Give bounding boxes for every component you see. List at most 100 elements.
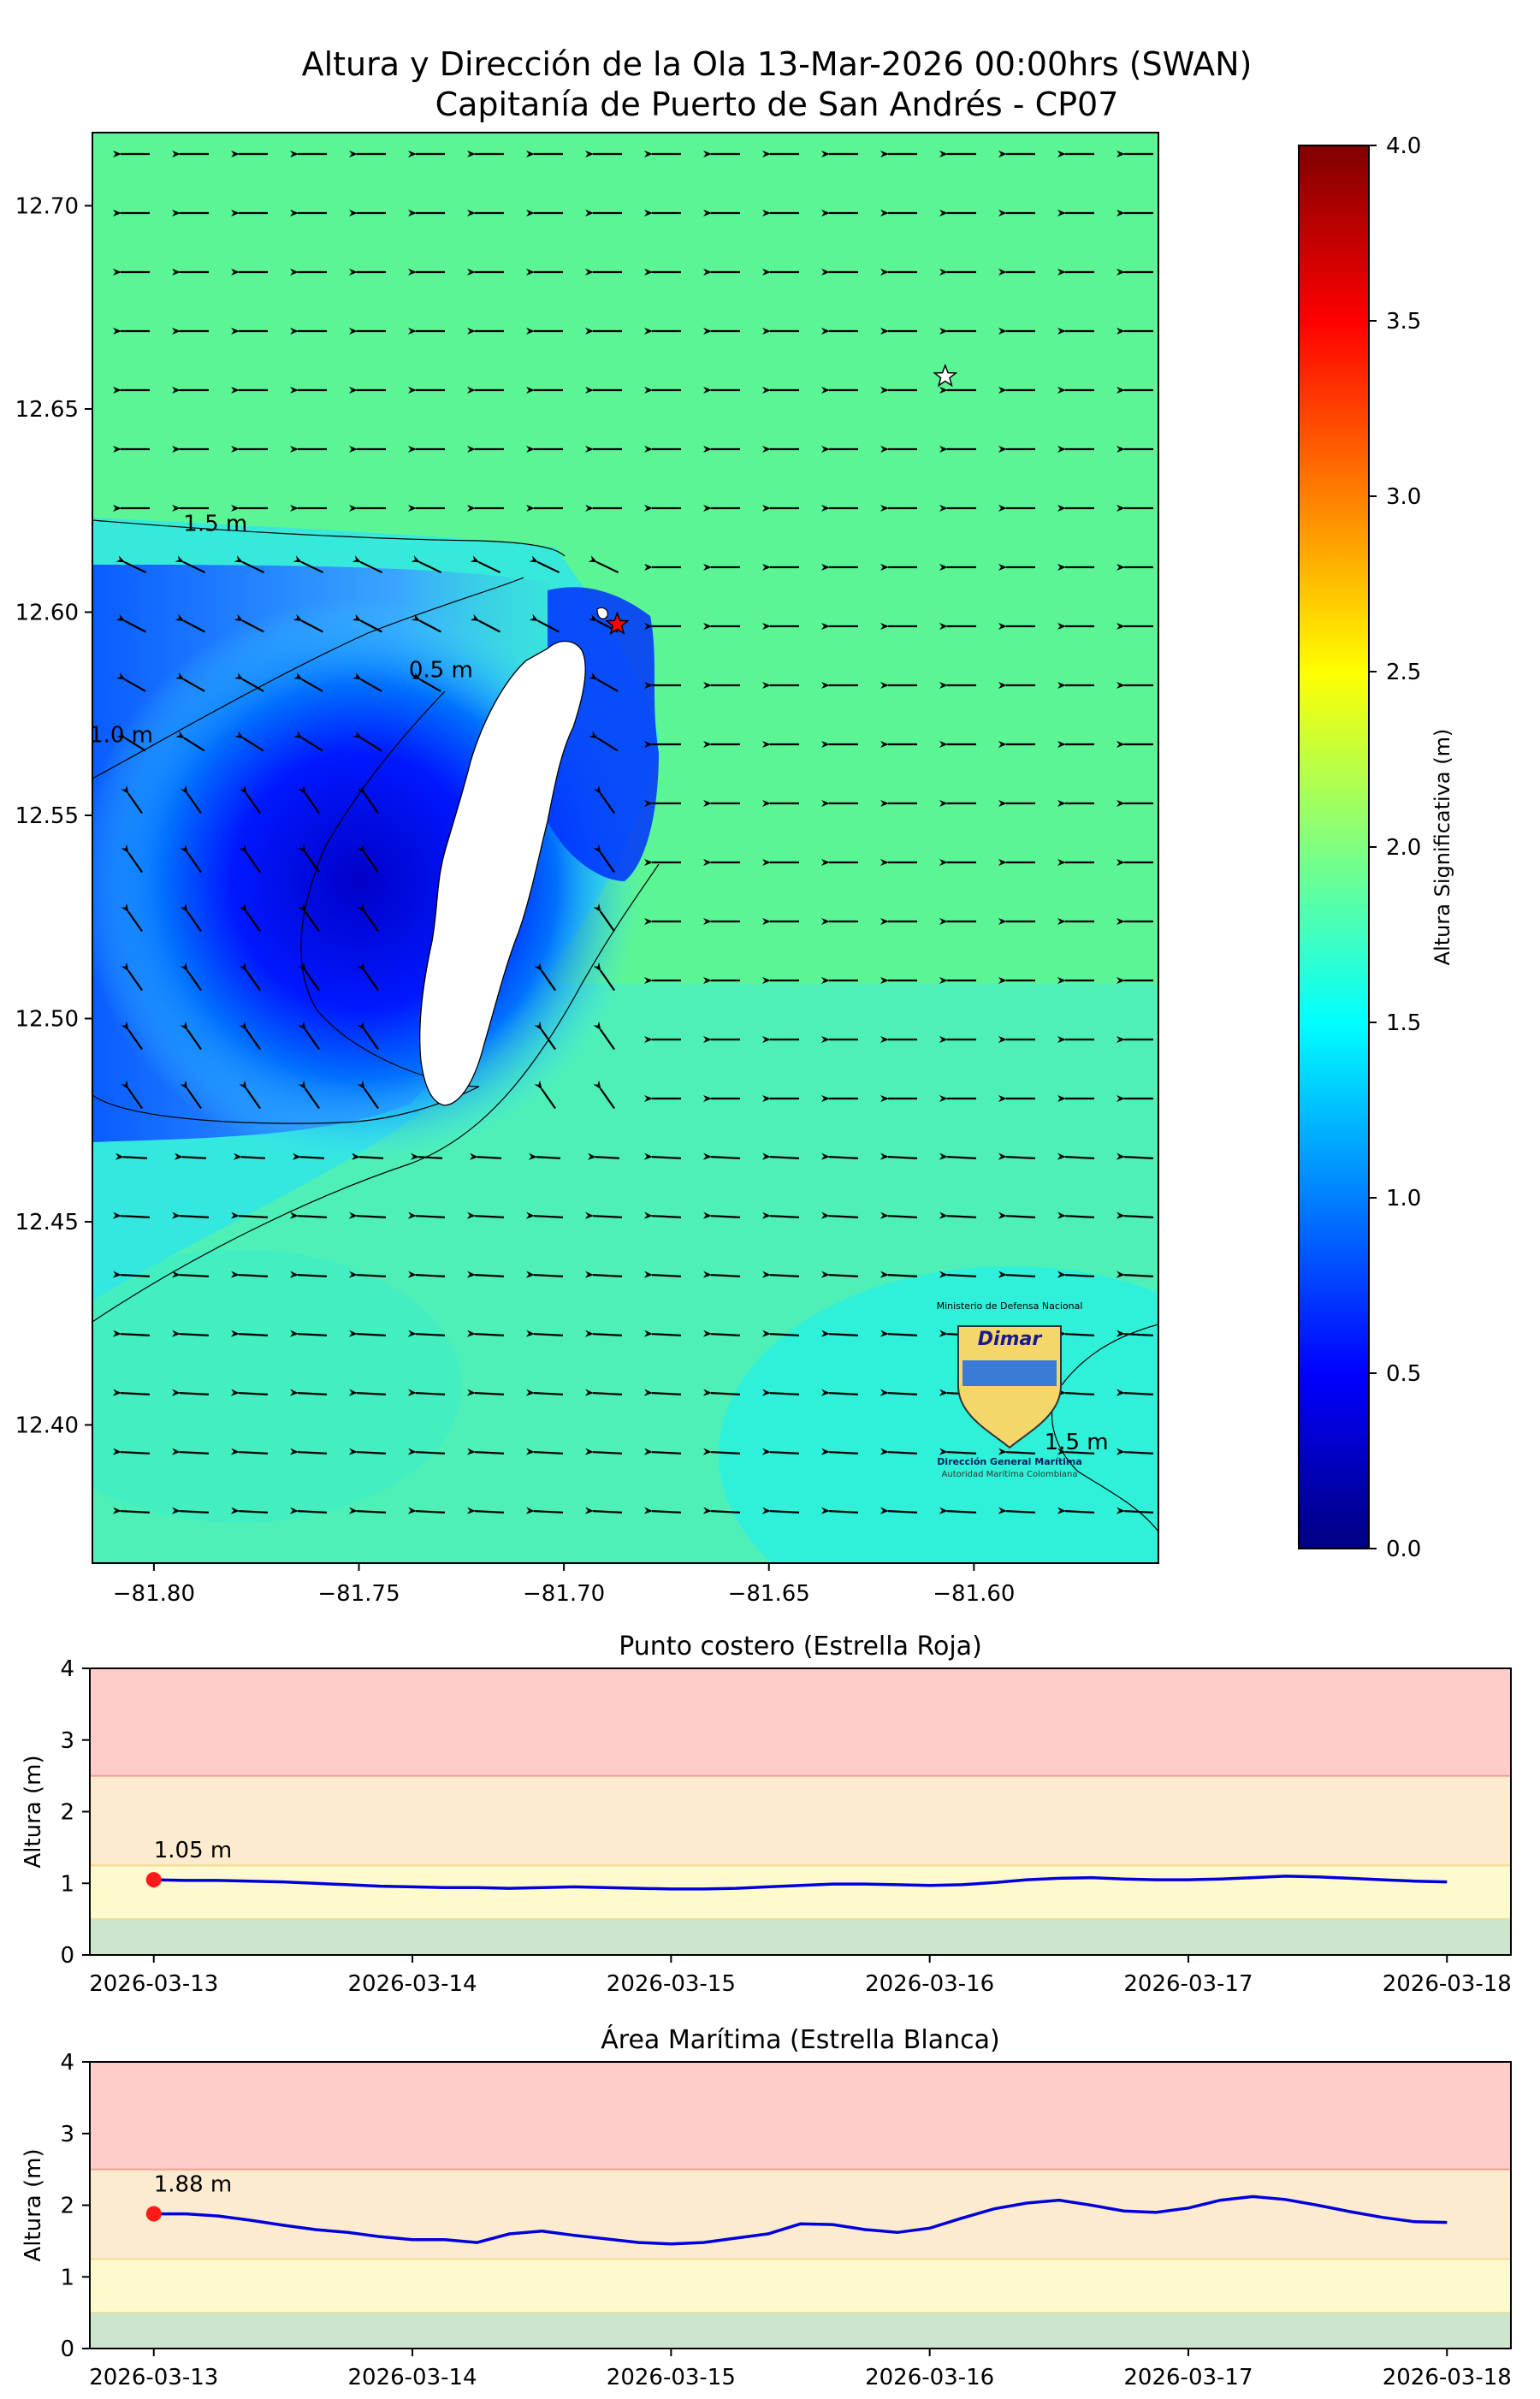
wave-arrow bbox=[1183, 1511, 1212, 1513]
wave-arrow bbox=[121, 785, 143, 814]
wave-arrow bbox=[230, 1211, 269, 1219]
wave-arrow bbox=[939, 1152, 977, 1160]
x-tick-label: 2026-03-15 bbox=[607, 2365, 736, 2390]
red-star-marker bbox=[605, 611, 630, 636]
wave-arrow bbox=[112, 1271, 151, 1278]
wave-arrow bbox=[643, 1330, 682, 1337]
wave-arrow bbox=[880, 1507, 918, 1514]
wave-arrow bbox=[1116, 1507, 1154, 1514]
wave-arrow bbox=[998, 1152, 1036, 1160]
wave-arrow bbox=[593, 785, 615, 814]
wave-arrow bbox=[702, 1271, 741, 1278]
providencia-islet bbox=[596, 607, 608, 619]
wave-arrow bbox=[761, 1448, 800, 1455]
wave-arrow bbox=[239, 844, 261, 874]
wave-arrow bbox=[352, 731, 382, 752]
wave-arrow bbox=[357, 1570, 386, 1572]
wave-arrow bbox=[298, 1021, 320, 1051]
wave-arrow bbox=[880, 1271, 918, 1278]
wave-arrow bbox=[529, 613, 560, 633]
wave-arrow bbox=[820, 1330, 859, 1337]
alert-band bbox=[90, 2169, 1511, 2260]
x-tick-label: 2026-03-14 bbox=[347, 2365, 477, 2390]
wave-arrow bbox=[761, 1271, 800, 1278]
wave-arrow bbox=[711, 1570, 740, 1572]
wave-arrow bbox=[584, 1271, 623, 1278]
wave-arrow bbox=[475, 1570, 504, 1572]
wave-arrow bbox=[121, 1570, 150, 1572]
wave-arrow bbox=[171, 1507, 210, 1514]
wave-arrow bbox=[643, 1507, 682, 1514]
colorbar-tick-label: 3.5 bbox=[1386, 309, 1421, 335]
wave-arrow bbox=[298, 1570, 327, 1572]
wave-arrow bbox=[643, 1211, 682, 1219]
wave-arrow bbox=[880, 1330, 918, 1337]
wave-arrow bbox=[348, 1507, 387, 1514]
x-tick-label: 2026-03-17 bbox=[1123, 2365, 1253, 2390]
dimar-logo: Ministerio de Defensa Nacional Dimar Dir… bbox=[937, 1300, 1083, 1479]
wave-arrow bbox=[702, 1152, 741, 1160]
current-value-label: 1.88 m bbox=[154, 2172, 232, 2198]
wave-arrow bbox=[652, 1570, 681, 1572]
wave-arrow bbox=[1057, 1211, 1095, 1219]
map-title-line1: Altura y Dirección de la Ola 13-Mar-2026… bbox=[302, 45, 1253, 83]
wave-arrow bbox=[230, 1271, 269, 1278]
wave-arrow bbox=[593, 903, 615, 933]
wave-arrow bbox=[1057, 1448, 1095, 1455]
wave-arrow bbox=[175, 555, 206, 574]
colorbar-tick-label: 1.5 bbox=[1386, 1010, 1421, 1036]
wave-arrow bbox=[230, 1330, 269, 1337]
wave-arrow bbox=[289, 1271, 328, 1278]
wave-arrow bbox=[230, 1448, 269, 1455]
wave-arrow bbox=[116, 613, 146, 633]
colorbar-tick-label: 2.5 bbox=[1386, 660, 1421, 685]
colorbar-tick-label: 2.0 bbox=[1386, 835, 1421, 861]
wave-arrow bbox=[593, 1570, 622, 1572]
alert-band bbox=[90, 1775, 1511, 1866]
current-point bbox=[145, 1872, 162, 1888]
wave-arrow bbox=[947, 1570, 976, 1572]
wave-arrow bbox=[469, 1152, 502, 1160]
wave-arrow bbox=[348, 1271, 387, 1278]
contour-label: 0.5 m bbox=[409, 658, 473, 684]
wave-arrow bbox=[880, 1448, 918, 1455]
wave-arrow bbox=[643, 1389, 682, 1396]
contour-0-5 bbox=[300, 690, 480, 1087]
wave-arrow bbox=[348, 1448, 387, 1455]
contour-1-5-south bbox=[92, 863, 660, 1323]
map-axes: −81.80 −81.75 −81.70 −81.65 −81.60 12.40 12.45… bbox=[15, 194, 1016, 1608]
wave-arrow bbox=[820, 1271, 859, 1278]
wave-arrow bbox=[534, 1021, 556, 1051]
wave-arrow bbox=[239, 1570, 268, 1572]
wave-arrow bbox=[407, 1389, 446, 1396]
wave-arrow bbox=[1116, 1448, 1154, 1455]
wave-arrow bbox=[289, 1448, 328, 1455]
wave-arrow bbox=[534, 1570, 563, 1572]
wave-arrow bbox=[298, 785, 320, 814]
wave-arrow bbox=[239, 785, 261, 814]
wave-arrow bbox=[239, 1080, 261, 1110]
wave-arrow bbox=[234, 731, 264, 752]
colorbar: 0.0 0.5 1.0 1.5 2.0 2.5 3.0 3.5 4.0 Altura Signi… bbox=[1298, 133, 1454, 1562]
white-star-marker bbox=[933, 363, 958, 388]
wave-arrow bbox=[180, 1080, 202, 1110]
wave-arrow bbox=[121, 844, 143, 874]
wave-arrow bbox=[584, 1507, 623, 1514]
wave-arrow bbox=[820, 1389, 859, 1396]
x-tick-label: −81.70 bbox=[523, 1581, 605, 1607]
wave-arrow bbox=[407, 1448, 446, 1455]
alert-band bbox=[90, 2259, 1511, 2313]
wave-arrow bbox=[587, 1152, 620, 1160]
x-tick-label: 2026-03-18 bbox=[1383, 2365, 1512, 2390]
x-tick-label: 2026-03-13 bbox=[89, 2365, 218, 2390]
wave-arrow bbox=[820, 1211, 859, 1219]
y-tick-label: 0 bbox=[60, 2337, 74, 2362]
wave-arrow bbox=[112, 1507, 151, 1514]
wave-arrow bbox=[121, 1021, 143, 1051]
wave-arrow bbox=[412, 672, 441, 692]
wave-arrow bbox=[180, 903, 202, 933]
contour-1-5-north bbox=[92, 519, 566, 557]
wave-arrow bbox=[593, 844, 615, 874]
x-tick-label: −81.80 bbox=[113, 1581, 195, 1607]
wave-arrow bbox=[116, 731, 146, 752]
